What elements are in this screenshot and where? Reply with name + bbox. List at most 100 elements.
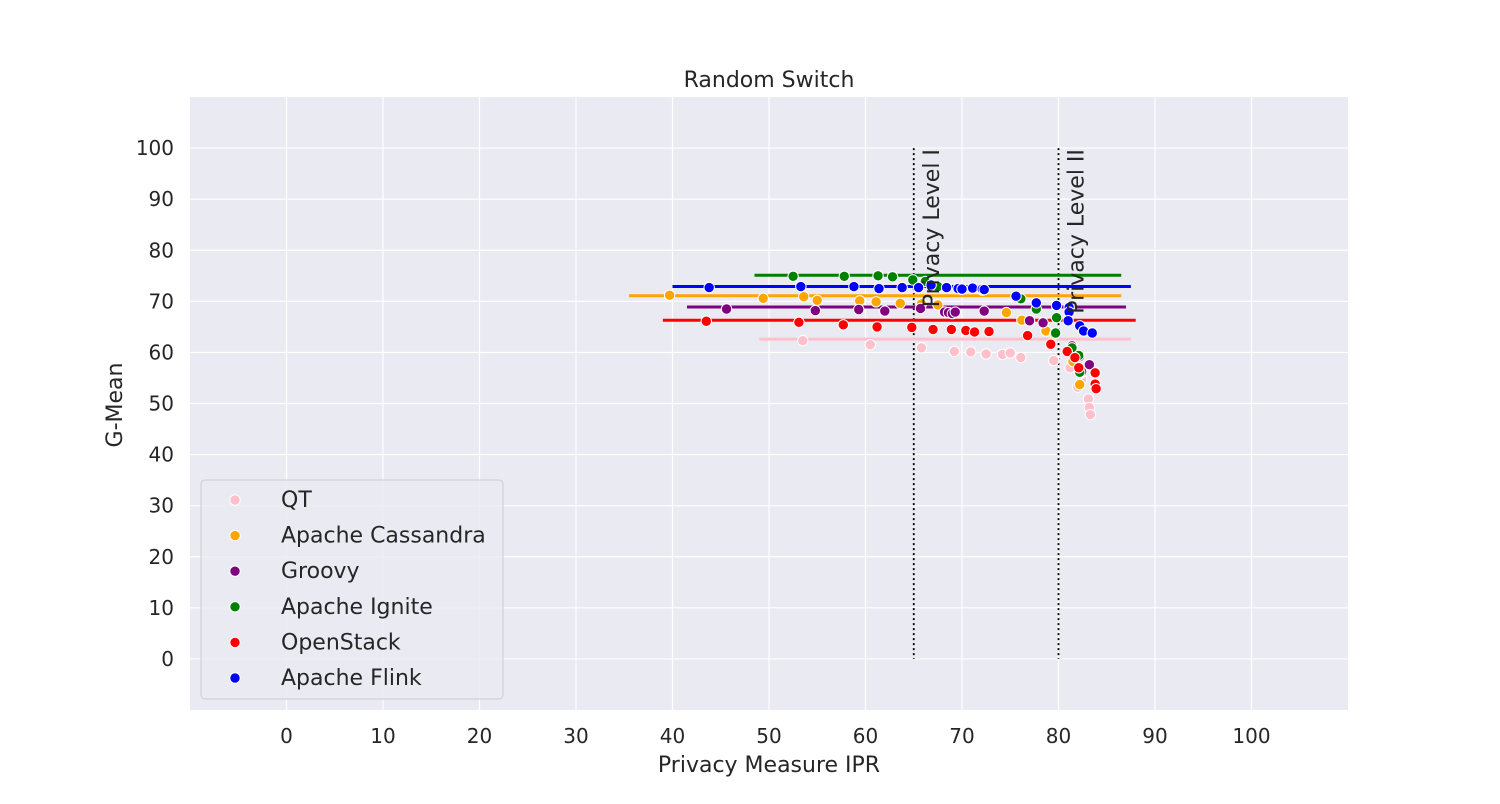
- data-point: [864, 339, 877, 351]
- data-point: [983, 325, 995, 338]
- data-point: [1069, 351, 1081, 364]
- data-point: [793, 316, 805, 328]
- privacy-level-label: Privacy Level I: [920, 149, 945, 307]
- x-tick-label: 70: [949, 724, 974, 748]
- data-point: [927, 323, 939, 336]
- data-point: [797, 334, 809, 347]
- data-point: [949, 306, 961, 318]
- data-point: [896, 281, 908, 294]
- scatter-points: [663, 270, 1102, 421]
- data-point: [787, 270, 799, 283]
- data-point: [978, 305, 990, 317]
- legend-marker: [229, 601, 241, 613]
- y-axis-label: G-Mean: [103, 363, 128, 448]
- legend: QT Apache Cassandra Groovy Apache Ignite Ope…: [200, 479, 504, 700]
- y-tick-label: 100: [136, 136, 174, 160]
- x-tick-label: 0: [280, 724, 293, 748]
- data-point: [1023, 315, 1036, 327]
- data-point: [1073, 362, 1085, 374]
- data-point: [879, 305, 891, 317]
- data-point: [798, 291, 810, 303]
- data-point: [795, 280, 807, 293]
- legend-marker: [229, 636, 241, 649]
- x-tick-label: 20: [467, 724, 492, 748]
- data-point: [886, 271, 899, 283]
- data-point: [848, 280, 860, 293]
- legend-label: Apache Flink: [281, 666, 422, 691]
- data-point: [1000, 306, 1013, 319]
- y-tick-label: 40: [149, 443, 174, 467]
- data-point: [915, 342, 928, 354]
- data-point: [873, 282, 885, 295]
- data-point: [1074, 378, 1086, 391]
- tick-labels: 0 10 20 30 40 50 60 70 80 90 100 0 10 20 30 40 50 60 70 80 9…: [136, 136, 1271, 748]
- x-tick-label: 80: [1046, 724, 1071, 748]
- data-point: [1015, 351, 1027, 364]
- data-point: [1061, 345, 1073, 358]
- data-point: [809, 304, 822, 317]
- x-tick-label: 60: [853, 724, 878, 748]
- data-point: [1090, 382, 1102, 395]
- data-point: [837, 319, 850, 331]
- legend-label: OpenStack: [281, 630, 401, 655]
- x-axis-label: Privacy Measure IPR: [658, 753, 880, 778]
- data-point: [907, 274, 919, 286]
- y-tick-label: 20: [149, 545, 174, 569]
- legend-marker: [229, 494, 241, 506]
- data-point: [1084, 409, 1097, 421]
- y-tick-label: 70: [149, 289, 174, 313]
- legend-label: Apache Ignite: [281, 595, 433, 620]
- legend-label: Apache Cassandra: [281, 524, 486, 549]
- data-point: [1045, 338, 1057, 350]
- data-point: [1030, 297, 1043, 309]
- y-tick-label: 30: [149, 494, 174, 518]
- x-tick-label: 50: [756, 724, 781, 748]
- x-tick-label: 30: [563, 724, 588, 748]
- y-tick-label: 50: [149, 392, 174, 416]
- data-point: [1050, 311, 1063, 324]
- x-tick-label: 40: [660, 724, 685, 748]
- legend-marker: [229, 672, 241, 684]
- data-point: [1049, 327, 1062, 339]
- data-point: [980, 348, 992, 360]
- privacy-level-labels: Privacy Level I Privacy Level II: [920, 149, 1090, 314]
- y-tick-label: 80: [149, 238, 174, 262]
- data-point: [914, 302, 927, 315]
- legend-label: QT: [281, 488, 312, 513]
- data-point: [870, 296, 882, 308]
- y-tick-label: 10: [149, 596, 174, 620]
- data-point: [968, 326, 981, 338]
- data-point: [1047, 354, 1060, 367]
- x-tick-label: 10: [370, 724, 395, 748]
- data-point: [1086, 327, 1098, 339]
- x-tick-label: 90: [1142, 724, 1167, 748]
- data-point: [703, 281, 715, 294]
- x-tick-label: 100: [1232, 724, 1270, 748]
- data-point: [700, 315, 712, 327]
- data-point: [811, 294, 823, 307]
- data-point: [1050, 299, 1063, 312]
- data-point: [1010, 290, 1022, 302]
- y-tick-label: 90: [149, 187, 174, 211]
- data-point: [663, 289, 676, 301]
- data-point: [872, 270, 884, 282]
- data-point: [940, 281, 953, 294]
- data-point: [964, 346, 977, 358]
- y-tick-label: 60: [149, 340, 174, 364]
- chart-title: Random Switch: [684, 68, 855, 93]
- privacy-level-lines: [912, 148, 1060, 659]
- data-point: [945, 323, 958, 336]
- data-point: [956, 283, 968, 295]
- data-point: [912, 281, 925, 294]
- data-point: [1021, 329, 1034, 342]
- data-point: [1004, 347, 1016, 359]
- data-point: [978, 283, 990, 296]
- data-point: [1083, 358, 1096, 371]
- data-point: [1062, 315, 1074, 327]
- data-point: [966, 282, 979, 294]
- data-point: [838, 270, 850, 283]
- legend-marker: [229, 565, 241, 577]
- data-point: [906, 321, 918, 334]
